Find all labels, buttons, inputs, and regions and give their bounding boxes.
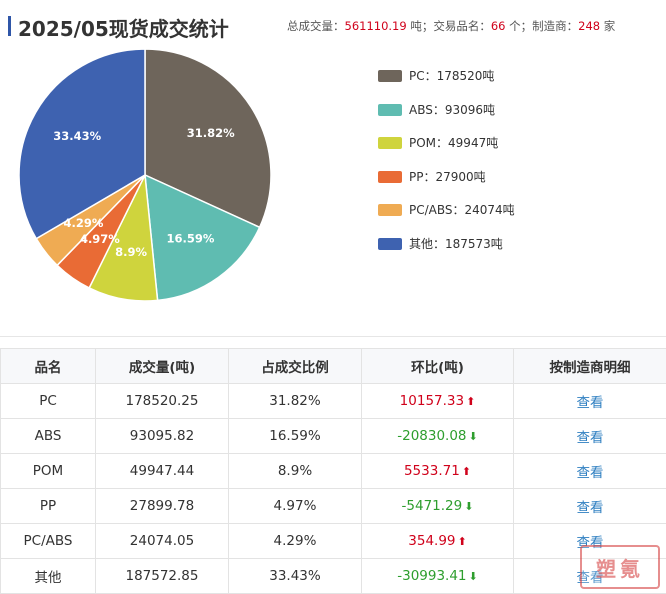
cell-change: -30993.41⬇ xyxy=(362,559,514,594)
cell-change: -5471.29⬇ xyxy=(362,489,514,524)
section-divider xyxy=(0,336,666,337)
pie-data-label: 16.59% xyxy=(167,232,215,246)
cell-name: POM xyxy=(1,454,96,489)
view-detail-link[interactable]: 查看 xyxy=(577,430,604,446)
cell-volume: 187572.85 xyxy=(96,559,229,594)
cell-name: 其他 xyxy=(1,559,96,594)
cell-volume: 178520.25 xyxy=(96,384,229,419)
cell-ratio: 33.43% xyxy=(229,559,362,594)
col-header-detail: 按制造商明细 xyxy=(514,349,666,384)
legend-swatch xyxy=(378,104,402,116)
legend-label: POM：49947吨 xyxy=(409,135,498,151)
pie-data-label: 4.97% xyxy=(80,232,120,246)
summary-total-unit: 吨；交易品名： xyxy=(407,19,491,33)
legend-swatch xyxy=(378,204,402,216)
table-header-row: 品名 成交量(吨) 占成交比例 环比(吨) 按制造商明细 xyxy=(1,349,666,384)
change-value: -30993.41 xyxy=(397,568,466,584)
cell-ratio: 16.59% xyxy=(229,419,362,454)
arrow-up-icon: ⬆ xyxy=(466,395,475,408)
cell-name: ABS xyxy=(1,419,96,454)
summary-products-value: 66 xyxy=(491,19,506,33)
change-value: 10157.33 xyxy=(400,393,464,409)
legend-swatch xyxy=(378,70,402,82)
change-value: 5533.71 xyxy=(404,463,460,479)
legend-label: 其他：187573吨 xyxy=(409,236,503,252)
arrow-down-icon: ⬇ xyxy=(469,570,478,583)
cell-volume: 93095.82 xyxy=(96,419,229,454)
col-header-name: 品名 xyxy=(1,349,96,384)
cell-change: 5533.71⬆ xyxy=(362,454,514,489)
cell-ratio: 4.29% xyxy=(229,524,362,559)
legend-swatch xyxy=(378,171,402,183)
summary-total-label: 总成交量： xyxy=(287,19,345,33)
title-bar: 2025/05现货成交统计 总成交量：561110.19 吨；交易品名：66 个… xyxy=(0,14,666,40)
cell-name: PC xyxy=(1,384,96,419)
arrow-up-icon: ⬆ xyxy=(462,465,471,478)
arrow-up-icon: ⬆ xyxy=(458,535,467,548)
pie-data-label: 4.29% xyxy=(64,216,104,230)
change-value: -5471.29 xyxy=(402,498,463,514)
cell-change: 354.99⬆ xyxy=(362,524,514,559)
cell-volume: 24074.05 xyxy=(96,524,229,559)
cell-detail: 查看 xyxy=(514,489,666,524)
cell-detail: 查看 xyxy=(514,384,666,419)
view-detail-link[interactable]: 查看 xyxy=(577,465,604,481)
arrow-down-icon: ⬇ xyxy=(464,500,473,513)
cell-ratio: 31.82% xyxy=(229,384,362,419)
cell-name: PP xyxy=(1,489,96,524)
summary-makers-unit: 家 xyxy=(600,19,615,33)
cell-change: 10157.33⬆ xyxy=(362,384,514,419)
legend-label: PC/ABS：24074吨 xyxy=(409,202,515,218)
title-accent-bar xyxy=(8,16,11,36)
arrow-down-icon: ⬇ xyxy=(469,430,478,443)
col-header-ratio: 占成交比例 xyxy=(229,349,362,384)
cell-volume: 49947.44 xyxy=(96,454,229,489)
legend-label: PP：27900吨 xyxy=(409,169,486,185)
change-value: 354.99 xyxy=(408,533,455,549)
col-header-change: 环比(吨) xyxy=(362,349,514,384)
watermark-logo: 塑氪 xyxy=(580,545,660,589)
legend-swatch xyxy=(378,238,402,250)
view-detail-link[interactable]: 查看 xyxy=(577,395,604,411)
col-header-volume: 成交量(吨) xyxy=(96,349,229,384)
legend-label: ABS：93096吨 xyxy=(409,102,495,118)
pie-chart: 31.82% 16.59% 8.9%4.97% 4.29% 33.43% xyxy=(0,40,300,310)
summary-makers-value: 248 xyxy=(578,19,600,33)
cell-volume: 27899.78 xyxy=(96,489,229,524)
summary-products-unit: 个；制造商： xyxy=(506,19,579,33)
pie-data-label: 31.82% xyxy=(187,126,235,140)
cell-change: -20830.08⬇ xyxy=(362,419,514,454)
pie-data-label: 8.9% xyxy=(115,245,147,259)
legend-swatch xyxy=(378,137,402,149)
cell-detail: 查看 xyxy=(514,454,666,489)
cell-ratio: 8.9% xyxy=(229,454,362,489)
summary-total-value: 561110.19 xyxy=(345,19,407,33)
cell-ratio: 4.97% xyxy=(229,489,362,524)
change-value: -20830.08 xyxy=(397,428,466,444)
legend-label: PC：178520吨 xyxy=(409,68,494,84)
cell-name: PC/ABS xyxy=(1,524,96,559)
view-detail-link[interactable]: 查看 xyxy=(577,500,604,516)
summary-line: 总成交量：561110.19 吨；交易品名：66 个；制造商：248 家 xyxy=(287,18,615,34)
page-title: 2025/05现货成交统计 xyxy=(18,13,229,42)
pie-data-label: 33.43% xyxy=(53,129,101,143)
cell-detail: 查看 xyxy=(514,419,666,454)
